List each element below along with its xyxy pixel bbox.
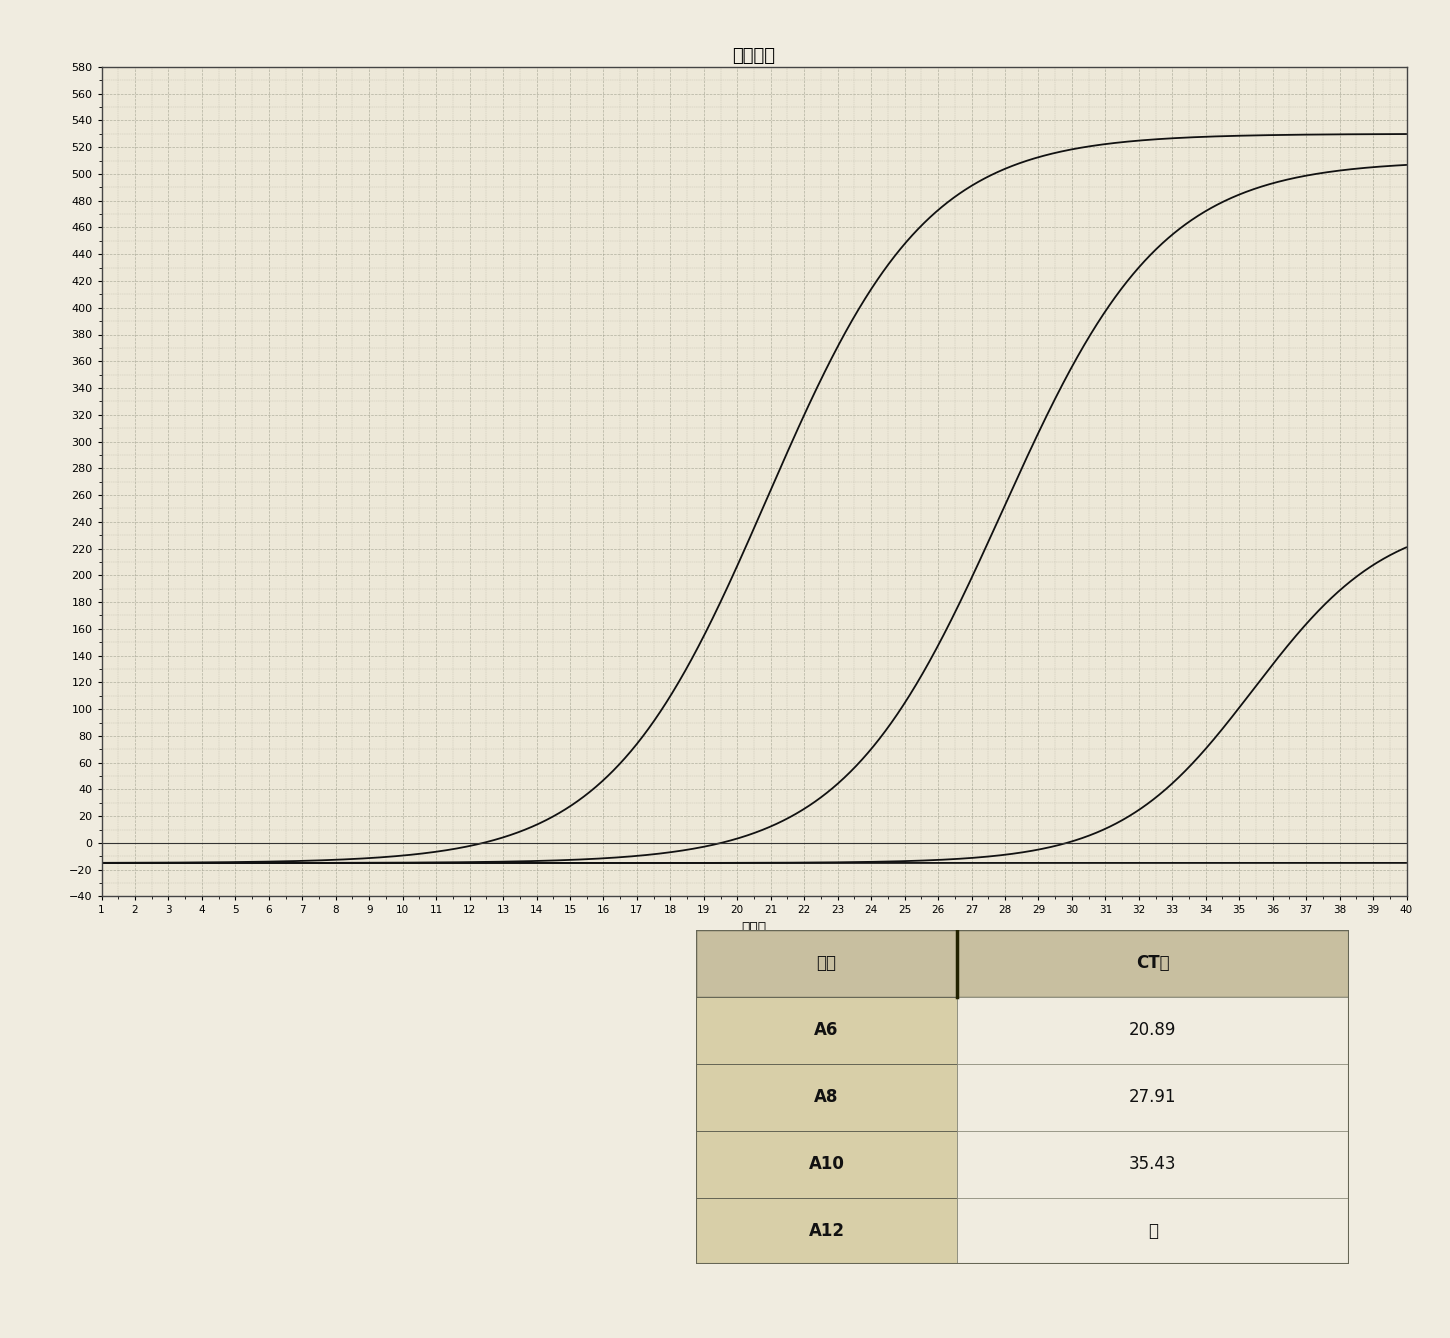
Text: A8: A8 [815, 1088, 838, 1107]
Bar [957, 1064, 1348, 1131]
Title: 荧光数据: 荧光数据 [732, 47, 776, 66]
Bar [696, 1131, 957, 1198]
Bar [957, 930, 1348, 997]
Text: 编号: 编号 [816, 954, 837, 973]
Bar [696, 1198, 957, 1264]
Text: 无: 无 [1148, 1222, 1157, 1240]
Text: CT値: CT値 [1135, 954, 1170, 973]
Bar [696, 930, 957, 997]
Text: 27.91: 27.91 [1130, 1088, 1176, 1107]
Text: 20.89: 20.89 [1130, 1021, 1176, 1040]
Text: A12: A12 [809, 1222, 844, 1240]
Bar [957, 1198, 1348, 1264]
Bar [696, 1064, 957, 1131]
Text: A6: A6 [815, 1021, 838, 1040]
X-axis label: 循环数: 循环数 [741, 921, 767, 935]
Text: A10: A10 [809, 1155, 844, 1173]
Bar [957, 997, 1348, 1064]
Bar [696, 997, 957, 1064]
Bar [957, 1131, 1348, 1198]
Text: 35.43: 35.43 [1130, 1155, 1176, 1173]
